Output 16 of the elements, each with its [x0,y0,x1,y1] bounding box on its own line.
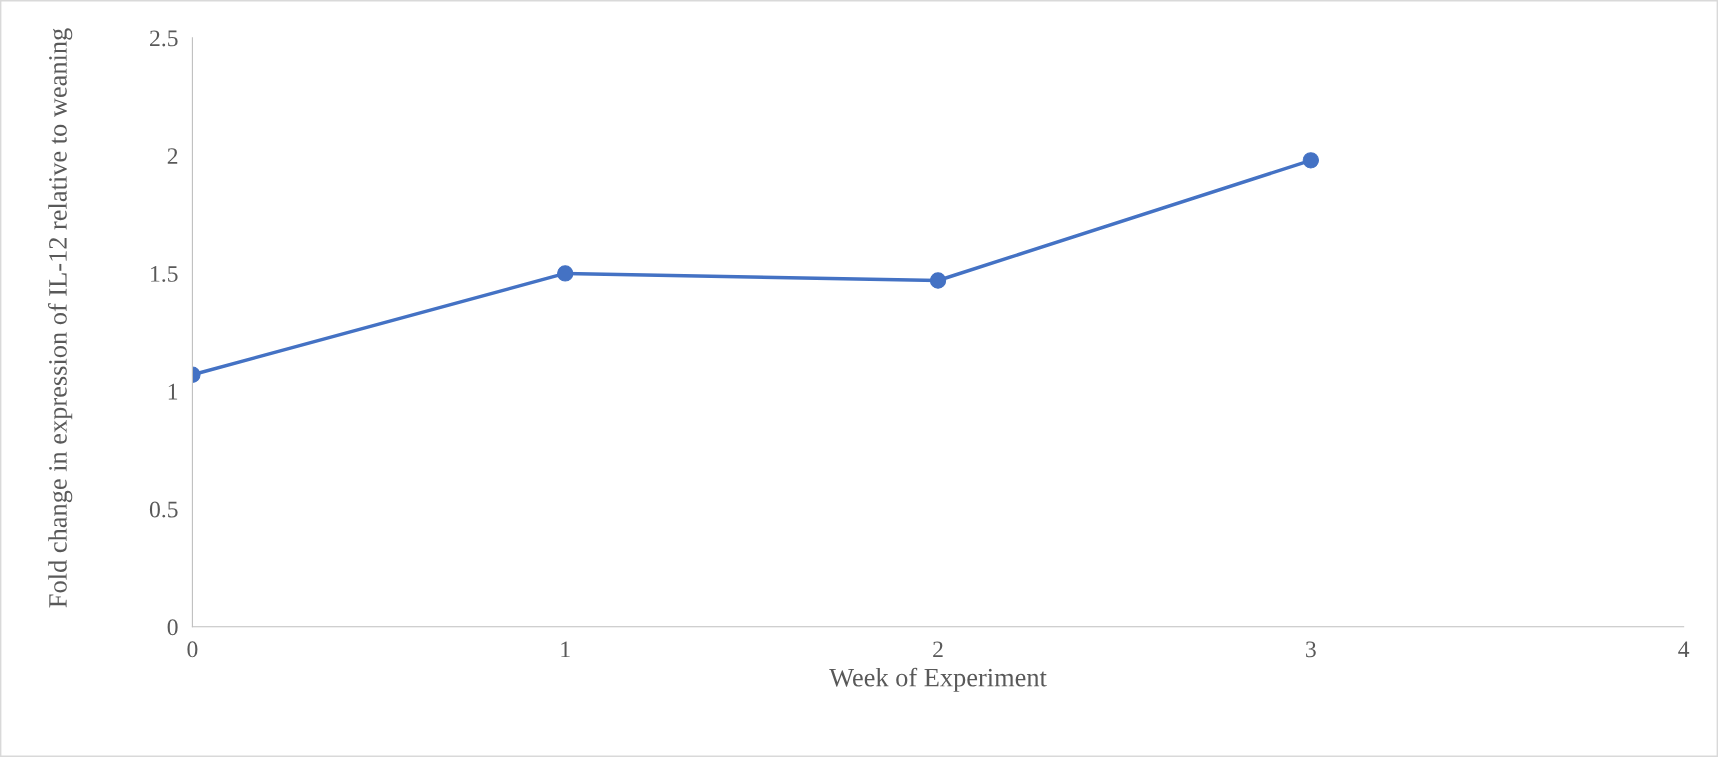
x-tick-label: 3 [1306,641,1316,658]
point [557,265,574,282]
x-tick-label: 1 [561,641,570,658]
x-axis-title: Week of Experiment [829,667,1047,692]
y-tick-label: 2 [167,148,178,164]
point [1302,152,1319,169]
y-tick-label: 0 [167,619,178,636]
point [929,272,947,289]
y-axis-title: Fold change in expression of IL-12 relative to weaning [47,28,73,608]
y-tick-label: 1.5 [151,266,178,282]
x-tick-label: 0 [187,641,198,658]
x-tick-label: 4 [1678,641,1690,658]
y-tick-label: 0.5 [149,501,178,518]
y-tick-label: 1 [168,383,178,400]
y-tick-label: 2.5 [150,30,178,47]
x-tick-label: 2 [933,641,943,658]
